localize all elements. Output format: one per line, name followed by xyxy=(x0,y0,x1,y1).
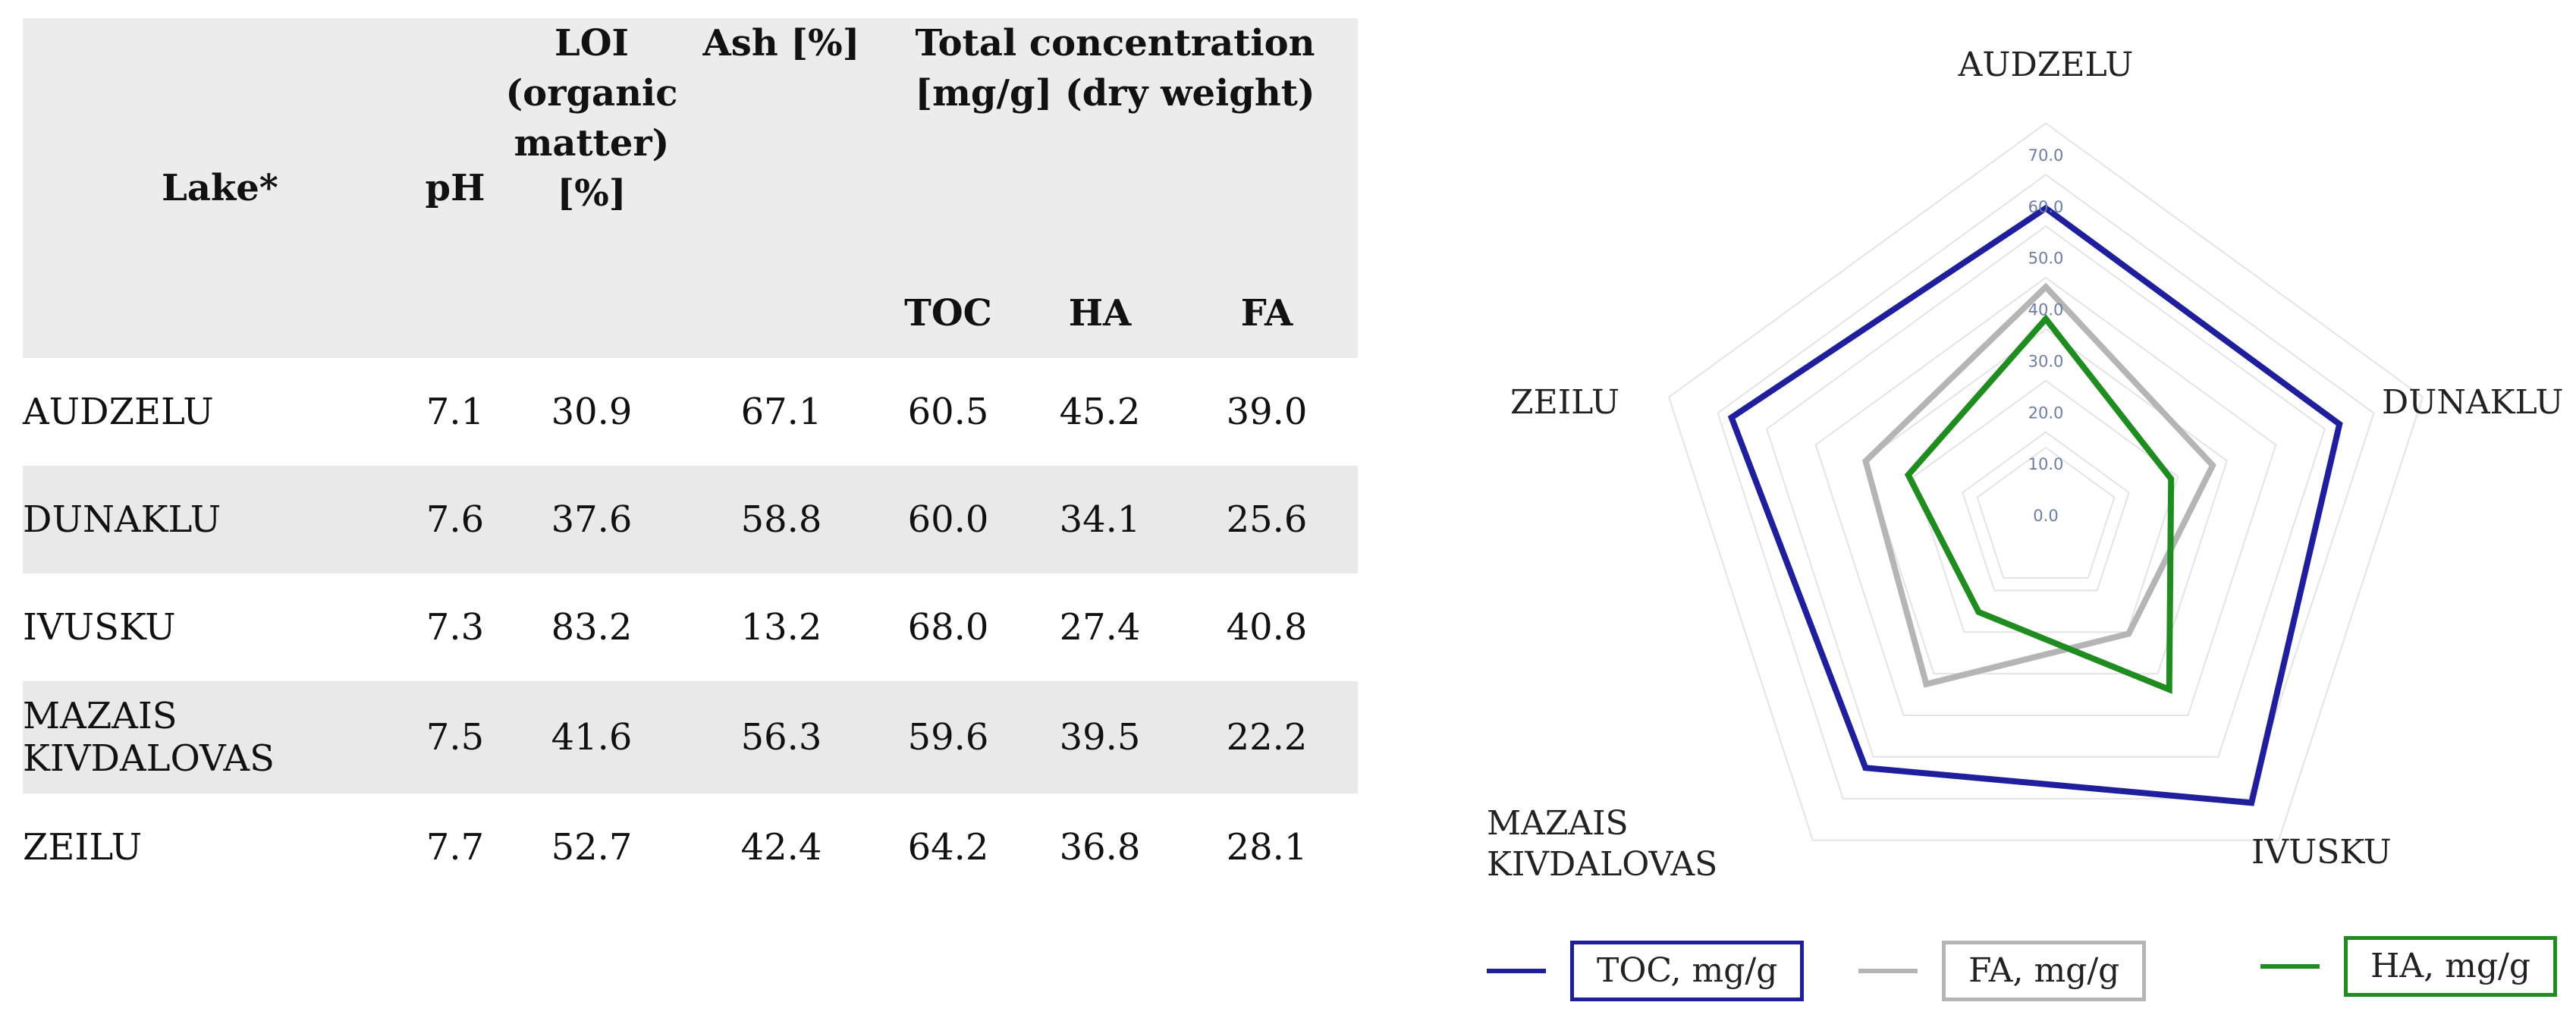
cell-toc: 60.5 xyxy=(907,391,989,433)
grid-ring xyxy=(1667,122,2424,841)
legend-line-toc xyxy=(1487,969,1546,973)
cell-loi: 30.9 xyxy=(551,391,633,433)
legend-item-fa: FA, mg/g xyxy=(1858,941,2147,1001)
grid-ring xyxy=(1864,328,2228,675)
series-line-2 xyxy=(1904,314,2175,694)
radar-labels: 0.0 10.0 20.0 30.0 40.0 50.0 60.0 70.0 AUDZELU DU… xyxy=(1487,46,2563,884)
cell-ash: 56.3 xyxy=(690,681,872,793)
r-tick-label: 0.0 xyxy=(2033,507,2058,525)
header-lake: Lake* xyxy=(23,18,417,358)
r-tick-label: 50.0 xyxy=(2028,250,2064,268)
r-tick-label: 20.0 xyxy=(2028,404,2064,422)
cell-ph: 7.1 xyxy=(426,391,485,433)
cell-loi: 52.7 xyxy=(551,826,633,869)
table-row: IVUSKU 7.3 83.2 13.2 68.0 27.4 40.8 xyxy=(23,573,1358,681)
table-row: DUNAKLU 7.6 37.6 58.8 60.0 34.1 25.6 xyxy=(23,466,1359,573)
legend-line-ha xyxy=(2260,964,2320,969)
header-ash: Ash [%] xyxy=(690,18,872,269)
category-label: IVUSKU xyxy=(2251,833,2392,872)
table-row: AUDZELU 7.1 30.9 67.1 60.5 45.2 39.0 xyxy=(23,358,1358,466)
cell-toc: 59.6 xyxy=(872,681,1024,793)
cell-lake: DUNAKLU xyxy=(23,466,417,573)
cell-ph: 7.6 xyxy=(417,466,493,573)
grid-ring xyxy=(1962,431,2130,592)
cell-lake: AUDZELU xyxy=(23,391,214,433)
cell-toc: 64.2 xyxy=(907,826,989,869)
cell-ha: 34.1 xyxy=(1024,466,1176,573)
cell-fa: 25.6 xyxy=(1176,466,1359,573)
header-total-concentration: Total concentration [mg/g] (dry weight) xyxy=(872,18,1359,269)
table-subheader-row: TOC HA FA xyxy=(23,269,1359,358)
cell-ash: 58.8 xyxy=(690,466,872,573)
cell-loi: 83.2 xyxy=(551,606,633,649)
cell-ha: 39.5 xyxy=(1024,681,1176,793)
legend-item-ha: HA, mg/g xyxy=(2260,936,2557,997)
header-loi: LOI (organic matter) [%] xyxy=(493,18,690,269)
table-header-row: Lake* pH LOI (organic matter) [%] Ash [%… xyxy=(23,18,1359,358)
cell-ash: 67.1 xyxy=(740,391,822,433)
series-line-1 xyxy=(1862,282,2216,688)
cell-ph: 7.5 xyxy=(417,681,493,793)
cell-lake: MAZAIS KIVDALOVAS xyxy=(23,681,417,793)
legend-line-fa xyxy=(1858,969,1918,973)
legend-item-toc: TOC, mg/g xyxy=(1487,941,1805,1001)
cell-lake: IVUSKU xyxy=(23,606,176,649)
category-label: MAZAIS KIVDALOVAS xyxy=(1487,804,1717,884)
r-tick-label: 70.0 xyxy=(2028,146,2064,165)
cell-fa: 39.0 xyxy=(1226,391,1308,433)
grid-ring xyxy=(1765,225,2326,758)
category-label: AUDZELU xyxy=(1958,46,2134,84)
cell-ha: 36.8 xyxy=(1059,826,1141,869)
radar-series xyxy=(1727,204,2343,806)
cell-fa: 40.8 xyxy=(1226,606,1308,649)
lake-data-table: Lake* pH LOI (organic matter) [%] Ash [%… xyxy=(23,18,1359,901)
r-tick-label: 10.0 xyxy=(2028,455,2064,473)
grid-ring xyxy=(1717,174,2375,800)
header-ha: HA xyxy=(1024,269,1176,358)
r-tick-label: 60.0 xyxy=(2028,198,2064,216)
series-line-0 xyxy=(1727,204,2343,806)
header-ph: pH xyxy=(417,18,493,358)
grid-ring xyxy=(1814,276,2277,717)
cell-ash: 42.4 xyxy=(740,826,822,869)
legend-label-toc: TOC, mg/g xyxy=(1570,941,1805,1001)
table-row: ZEILU 7.7 52.7 42.4 64.2 36.8 28.1 xyxy=(23,793,1358,901)
cell-ph: 7.3 xyxy=(426,606,485,649)
legend-label-fa: FA, mg/g xyxy=(1942,941,2147,1001)
cell-ha: 27.4 xyxy=(1059,606,1141,649)
header-toc: TOC xyxy=(872,269,1024,358)
radar-grid xyxy=(1667,122,2424,841)
cell-loi: 41.6 xyxy=(493,681,690,793)
category-label: ZEILU xyxy=(1510,383,1619,422)
cell-toc: 68.0 xyxy=(907,606,989,649)
cell-ash: 13.2 xyxy=(740,606,822,649)
cell-ha: 45.2 xyxy=(1059,391,1141,433)
table-row: MAZAIS KIVDALOVAS 7.5 41.6 56.3 59.6 39.5 22.2 xyxy=(23,681,1359,793)
category-label: DUNAKLU xyxy=(2382,383,2563,422)
header-fa: FA xyxy=(1176,269,1359,358)
cell-ph: 7.7 xyxy=(426,826,485,869)
r-tick-label: 40.0 xyxy=(2028,301,2064,319)
cell-fa: 22.2 xyxy=(1176,681,1359,793)
cell-lake: ZEILU xyxy=(23,826,143,869)
cell-fa: 28.1 xyxy=(1226,826,1308,869)
cell-toc: 60.0 xyxy=(872,466,1024,573)
grid-ring xyxy=(1976,446,2116,579)
cell-loi: 37.6 xyxy=(493,466,690,573)
r-tick-label: 30.0 xyxy=(2028,352,2064,370)
legend-label-ha: HA, mg/g xyxy=(2344,936,2557,997)
